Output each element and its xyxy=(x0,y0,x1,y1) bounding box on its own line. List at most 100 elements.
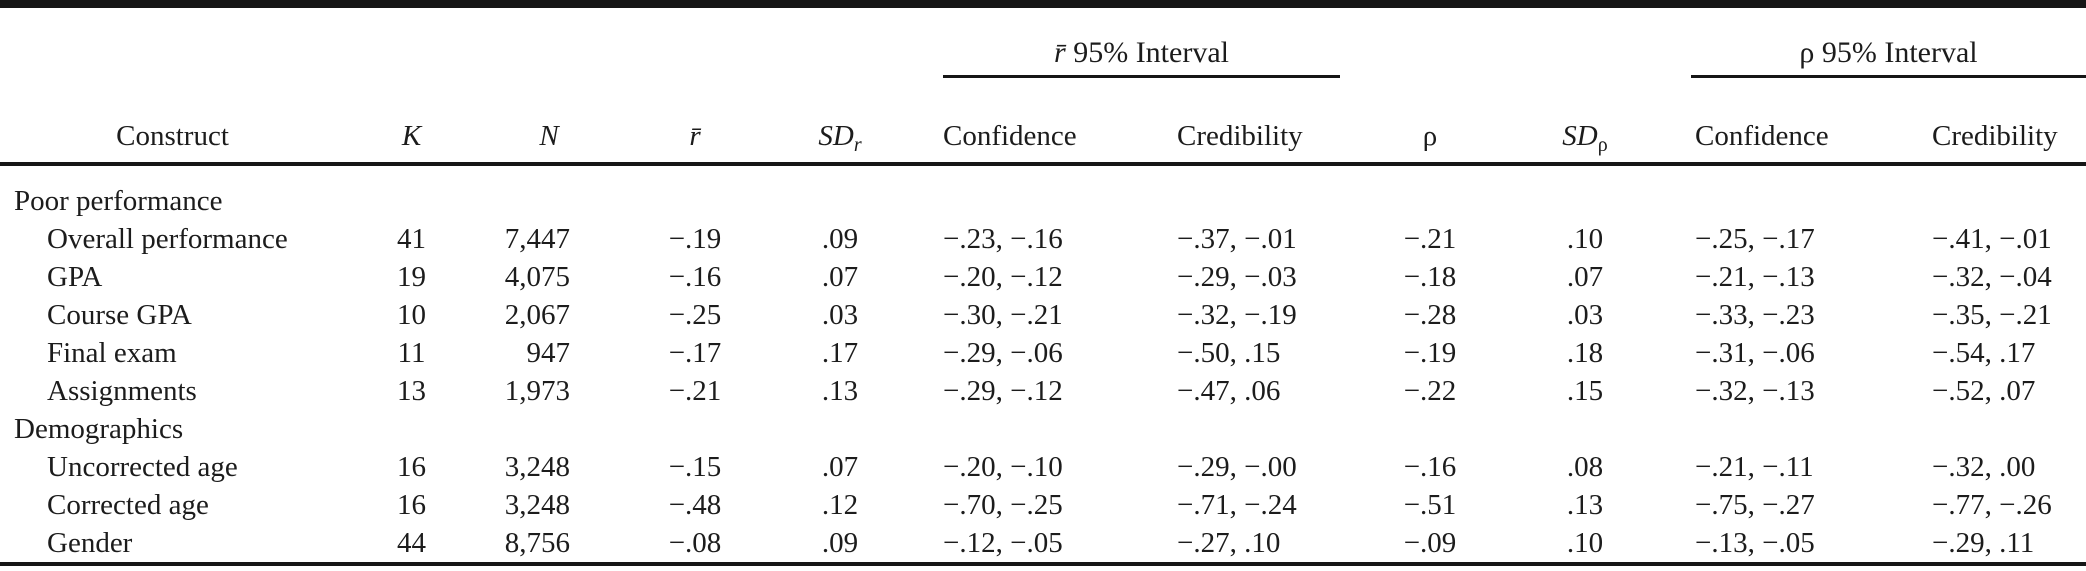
credibility-r-cell xyxy=(1140,410,1350,448)
table-row: Corrected age 16 3,248 −.48 .12 −.70, −.… xyxy=(0,486,2086,524)
rbar-cell: −.25 xyxy=(668,299,722,331)
n-cell: 3,248 xyxy=(504,451,570,483)
confidence-rho-cell xyxy=(1660,410,1890,448)
credibility-r-cell: −.27, .10 xyxy=(1177,527,1281,559)
confidence-r-cell: −.29, −.12 xyxy=(943,375,1063,407)
sd-r-cell: .07 xyxy=(821,261,859,293)
rho-cell xyxy=(1350,164,1510,220)
credibility-r-column-header: Credibility xyxy=(1140,78,1350,166)
confidence-r-cell: −.12, −.05 xyxy=(943,527,1063,559)
sd-r-subscript: r xyxy=(853,133,862,156)
credibility-rho-cell: −.54, .17 xyxy=(1932,337,2036,369)
sd-r-cell: .09 xyxy=(821,527,859,559)
confidence-r-cell: −.20, −.12 xyxy=(943,261,1063,293)
n-cell: 2,067 xyxy=(504,299,570,331)
construct-cell: Gender xyxy=(47,527,133,559)
rbar-cell xyxy=(620,164,770,220)
spanner-row: r̄ 95% Interval ρ 95% Interval xyxy=(0,4,2086,78)
rho-cell: −.18 xyxy=(1403,261,1457,293)
k-cell: 10 xyxy=(397,299,426,331)
n-cell: 3,248 xyxy=(504,489,570,521)
construct-cell: Assignments xyxy=(47,375,197,407)
rbar-cell: −.15 xyxy=(668,451,722,483)
table-row: Course GPA 10 2,067 −.25 .03 −.30, −.21 … xyxy=(0,296,2086,334)
confidence-rho-cell: −.75, −.27 xyxy=(1695,489,1815,521)
credibility-rho-column-header: Credibility xyxy=(1890,78,2086,166)
confidence-rho-cell: −.21, −.13 xyxy=(1695,261,1815,293)
confidence-rho-cell: −.25, −.17 xyxy=(1695,223,1815,255)
n-cell xyxy=(478,164,620,220)
construct-cell: Corrected age xyxy=(47,489,209,521)
credibility-rho-cell: −.41, −.01 xyxy=(1932,223,2052,255)
confidence-rho-cell: −.31, −.06 xyxy=(1695,337,1815,369)
rho-95-interval-spanner: ρ 95% Interval xyxy=(1660,4,2086,78)
confidence-r-cell: −.30, −.21 xyxy=(943,299,1063,331)
rbar-cell: −.21 xyxy=(668,375,722,407)
credibility-rho-cell: −.77, −.26 xyxy=(1932,489,2052,521)
rbar-column-header: r̄ xyxy=(620,78,770,166)
rbar-cell: −.17 xyxy=(668,337,722,369)
construct-cell: Poor performance xyxy=(14,185,223,217)
rho-cell: −.09 xyxy=(1403,527,1457,559)
sd-symbol: SD xyxy=(818,120,854,152)
sd-rho-cell: .10 xyxy=(1566,527,1604,559)
rho-cell: −.19 xyxy=(1403,337,1457,369)
rho-cell: −.21 xyxy=(1403,223,1457,255)
confidence-rho-cell: −.33, −.23 xyxy=(1695,299,1815,331)
construct-cell: GPA xyxy=(47,261,103,293)
table-body: Poor performance Overall performance 41 … xyxy=(0,164,2086,564)
n-cell: 4,075 xyxy=(504,261,570,293)
rbar-cell: −.08 xyxy=(668,527,722,559)
credibility-rho-cell: −.32, −.04 xyxy=(1932,261,2052,293)
rho-cell: −.28 xyxy=(1403,299,1457,331)
confidence-r-cell: −.20, −.10 xyxy=(943,451,1063,483)
n-cell: 1,973 xyxy=(504,375,570,407)
credibility-r-cell: −.47, .06 xyxy=(1177,375,1281,407)
confidence-r-cell: −.29, −.06 xyxy=(943,337,1063,369)
sd-rho-cell: .03 xyxy=(1566,299,1604,331)
sd-r-cell xyxy=(770,410,910,448)
sd-r-column-header: SDr xyxy=(770,78,910,166)
rbar-cell xyxy=(620,410,770,448)
sd-rho-cell: .07 xyxy=(1566,261,1604,293)
k-cell: 41 xyxy=(397,223,426,255)
credibility-rho-cell: −.52, .07 xyxy=(1932,375,2036,407)
n-cell: 8,756 xyxy=(504,527,570,559)
k-column-header: K xyxy=(345,78,478,166)
sd-rho-subscript: ρ xyxy=(1597,133,1608,156)
table-row: Poor performance xyxy=(0,164,2086,220)
sd-r-cell: .12 xyxy=(821,489,859,521)
k-symbol: K xyxy=(401,120,422,152)
n-column-header: N xyxy=(478,78,620,166)
credibility-rho-cell: −.29, .11 xyxy=(1932,527,2035,559)
sd-rho-cell: .10 xyxy=(1566,223,1604,255)
credibility-r-cell: −.29, −.00 xyxy=(1177,451,1297,483)
k-cell: 11 xyxy=(397,337,426,369)
spanner-spacer-left xyxy=(0,4,910,78)
rho-column-header: ρ xyxy=(1350,78,1510,166)
construct-cell: Course GPA xyxy=(47,299,192,331)
n-cell xyxy=(478,410,620,448)
construct-cell: Demographics xyxy=(14,413,184,445)
sd-rho-cell xyxy=(1510,410,1660,448)
rho-cell: −.22 xyxy=(1403,375,1457,407)
rho-cell: −.51 xyxy=(1403,489,1457,521)
credibility-r-cell: −.71, −.24 xyxy=(1177,489,1297,521)
rbar-symbol: r̄ xyxy=(1054,36,1066,69)
credibility-r-cell: −.29, −.03 xyxy=(1177,261,1297,293)
sd-rho-column-header: SDρ xyxy=(1510,78,1660,166)
k-cell: 19 xyxy=(397,261,426,293)
sd-rho-cell: .08 xyxy=(1566,451,1604,483)
construct-cell: Final exam xyxy=(47,337,177,369)
rbar-95-interval-spanner: r̄ 95% Interval xyxy=(910,4,1350,78)
rho-symbol: ρ xyxy=(1799,36,1815,69)
table-row: GPA 19 4,075 −.16 .07 −.20, −.12 −.29, −… xyxy=(0,258,2086,296)
confidence-rho-column-header: Confidence xyxy=(1660,78,1890,166)
rho-cell: −.16 xyxy=(1403,451,1457,483)
rho-95-interval-label: ρ 95% Interval xyxy=(1691,35,2086,78)
credibility-rho-cell xyxy=(1890,410,2086,448)
credibility-r-cell xyxy=(1140,164,1350,220)
sd-r-cell: .09 xyxy=(821,223,859,255)
rbar-interval-text: 95% Interval xyxy=(1065,36,1229,69)
